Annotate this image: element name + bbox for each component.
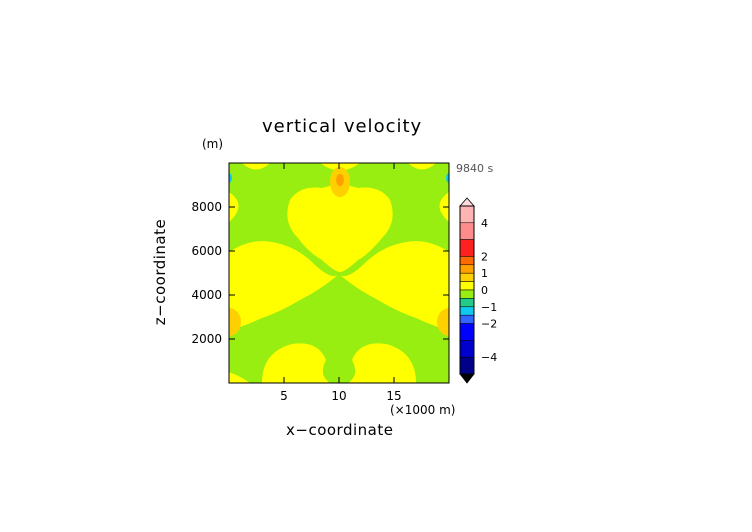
x-axis-label: x−coordinate <box>286 421 394 439</box>
updraft-core-left <box>229 308 241 336</box>
colorbar-tick-label: 1 <box>481 267 488 280</box>
y-axis-unit: (m) <box>202 137 224 151</box>
colorbar-band <box>459 356 475 375</box>
colorbar-band <box>459 340 475 358</box>
colorbar-max-arrow <box>459 197 475 207</box>
axes: 5 10 15 2000 4000 6000 8000 <box>191 163 449 403</box>
updraft-core-top-inner <box>336 174 344 186</box>
colorbar-tick-label: −1 <box>481 301 497 314</box>
colorbar-band <box>459 323 475 341</box>
colorbar-tick-label: −2 <box>481 318 497 331</box>
updraft-region-right <box>340 241 449 330</box>
colorbar-band <box>459 281 475 291</box>
colorbar-tick-label: 2 <box>481 250 488 263</box>
updraft-region-top-mid <box>320 163 360 171</box>
colorbar-band <box>459 256 475 266</box>
updraft-region-top-right <box>408 163 436 170</box>
colorbar-band <box>459 222 475 240</box>
colorbar-band <box>459 314 475 324</box>
colorbar-band <box>459 298 475 308</box>
colorbar-band <box>459 289 475 299</box>
updraft-region-bottom-edge <box>229 372 250 383</box>
downdraft-dot-left <box>229 173 232 183</box>
x-tick-label: 5 <box>280 389 288 403</box>
updraft-region-bottom-left <box>262 343 330 383</box>
colorbar-tick-label: −4 <box>481 351 497 364</box>
chart-title: vertical velocity <box>262 116 423 137</box>
time-label: 9840 s <box>456 162 494 175</box>
y-tick-label: 4000 <box>191 288 222 302</box>
x-tick-label: 10 <box>331 389 346 403</box>
updraft-region-bottom-right <box>348 343 416 383</box>
x-tick-label: 15 <box>386 389 401 403</box>
colorbar-band <box>459 239 475 257</box>
updraft-region-top-left <box>242 163 270 170</box>
colorbar-band <box>459 205 475 224</box>
colorbar-tick-label: 4 <box>481 217 488 230</box>
colorbar-min-arrow <box>459 373 475 384</box>
updraft-core-right <box>437 308 449 336</box>
colorbar-band <box>459 264 475 274</box>
downdraft-dot-right <box>446 173 449 183</box>
x-axis-unit: (×1000 m) <box>390 403 456 417</box>
colorbar-tick-label: 0 <box>481 284 488 297</box>
updraft-region-left <box>229 241 338 330</box>
plot-area <box>229 163 449 383</box>
updraft-region-upper <box>287 185 393 272</box>
colorbar-band <box>459 306 475 316</box>
y-tick-label: 8000 <box>191 200 222 214</box>
y-tick-label: 6000 <box>191 244 222 258</box>
colorbar-frame <box>459 205 475 375</box>
colorbar: 4 2 1 0 −1 −2 −4 <box>459 197 497 384</box>
colorbar-band <box>459 272 475 282</box>
weak-downdraft-island <box>322 313 356 332</box>
y-tick-label: 2000 <box>191 332 222 346</box>
